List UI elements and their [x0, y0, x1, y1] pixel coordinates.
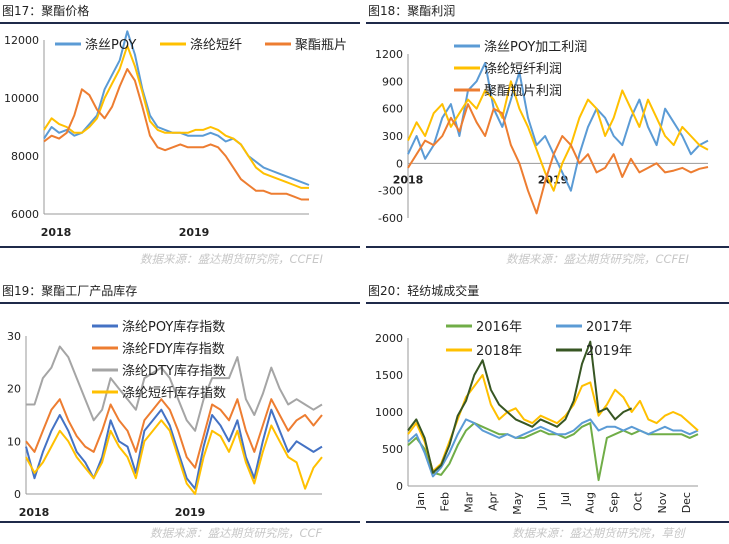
panel-factory-inventory: 图19：聚酯工厂产品库存 0 10 20 30 2018 2019 涤纶POY库存指数 涤纶F… [0, 280, 360, 544]
x-tick-label: Dec [680, 492, 693, 513]
series-line-3 [407, 340, 633, 474]
x-tick-label: 2018 [393, 173, 424, 186]
y-tick-label: -600 [378, 212, 403, 225]
y-tick-label: 10000 [4, 92, 39, 105]
legend-label: 涤纶DTY库存指数 [122, 363, 226, 379]
y-tick-label: 20 [7, 383, 21, 396]
y-tick-label: 600 [382, 103, 403, 116]
x-tick-label: Oct [632, 491, 645, 511]
x-tick-label: Feb [438, 492, 451, 511]
panel-title: 图20：轻纺城成交量 [368, 284, 480, 298]
x-tick-label: Jun [535, 492, 548, 510]
legend-label: 涤丝POY [85, 38, 136, 53]
series-line-1 [407, 418, 699, 478]
bottom-rule [0, 521, 360, 523]
title-rule [0, 302, 360, 304]
bottom-rule [0, 246, 360, 248]
panel-textile-volume: 图20：轻纺城成交量 0 500 1000 1500 2000 Jan Feb Mar Apr M… [366, 280, 729, 544]
legend-label: 聚酯瓶片 [295, 38, 347, 53]
x-tick-label: 2018 [41, 226, 72, 239]
x-tick-label: Jan [414, 492, 427, 510]
y-tick-label: 8000 [11, 150, 39, 163]
series-line-0 [25, 408, 323, 490]
panel-polyester-profit: 图18：聚酯利润 -600 -300 0 300 600 900 1200 2018 2019 涤… [366, 0, 729, 272]
legend-label: 涤纶短纤利润 [484, 62, 562, 77]
series-line-3 [25, 419, 323, 495]
series-line-1 [43, 44, 309, 189]
data-source: 数据来源：盛达期货研究院，草创 [512, 526, 685, 540]
inventory-chart: 0 10 20 30 2018 2019 涤纶POY库存指数涤纶FDY库存指数涤纶DTY库存… [7, 319, 323, 519]
bottom-rule [366, 246, 729, 248]
y-tick-label: 500 [382, 443, 403, 456]
y-tick-label: 0 [396, 157, 403, 170]
series-line-1 [407, 80, 709, 192]
x-tick-label: Mar [462, 492, 475, 513]
data-source: 数据来源：盛达期货研究院，CCF [150, 526, 323, 540]
series-line-2 [26, 345, 323, 432]
legend-label: 涤丝POY加工利润 [484, 40, 587, 55]
legend-label: 2016年 [476, 320, 522, 335]
data-source: 数据来源：盛达期货研究院，CCFEI [140, 252, 323, 266]
legend-label: 2019年 [586, 344, 632, 359]
legend-label: 2017年 [586, 320, 632, 335]
panel-title: 图17：聚酯价格 [2, 4, 90, 18]
y-tick-label: 1500 [375, 369, 403, 382]
x-tick-label: Aug [583, 492, 596, 513]
series-line-1 [25, 398, 323, 469]
y-tick-label: 300 [382, 130, 403, 143]
legend-label: 涤纶FDY库存指数 [122, 341, 225, 357]
y-tick-label: 1000 [375, 406, 403, 419]
legend-label: 2018年 [476, 344, 522, 359]
x-tick-label: 2019 [175, 506, 206, 519]
y-tick-label: 900 [382, 75, 403, 88]
y-tick-label: 30 [7, 330, 21, 343]
x-tick-label: Sep [607, 492, 620, 513]
data-source: 数据来源：盛达期货研究院，CCFEI [506, 252, 689, 266]
price-chart: 6000 8000 10000 12000 2018 2019 涤丝POY 涤纶短纤 聚酯瓶片 [4, 30, 347, 239]
series-line-2 [407, 103, 709, 215]
series-line-0 [43, 30, 310, 186]
x-tick-label: Nov [656, 492, 669, 514]
x-tick-label: 2018 [19, 506, 50, 519]
volume-chart: 0 500 1000 1500 2000 Jan Feb Mar Apr May Jun Jul Aug… [375, 320, 699, 515]
y-tick-label: -300 [378, 185, 403, 198]
title-rule [366, 22, 729, 24]
legend-label: 聚酯瓶片利润 [484, 84, 562, 99]
x-tick-label: May [511, 492, 524, 515]
y-tick-label: 12000 [4, 34, 39, 47]
y-tick-label: 2000 [375, 332, 403, 345]
bottom-rule [366, 521, 729, 523]
y-tick-label: 0 [14, 488, 21, 501]
title-rule [366, 302, 729, 304]
legend-label: 涤纶POY库存指数 [122, 319, 225, 335]
panel-polyester-price: 图17：聚酯价格 6000 8000 10000 12000 2018 2019 涤丝POY… [0, 0, 360, 272]
series-line-2 [43, 68, 309, 201]
legend-label: 涤纶短纤库存指数 [122, 385, 226, 401]
x-tick-label: 2019 [179, 226, 210, 239]
y-tick-label: 6000 [11, 208, 39, 221]
y-tick-label: 10 [7, 435, 21, 448]
title-rule [0, 22, 360, 24]
x-tick-label: Jul [559, 492, 572, 506]
panel-title: 图18：聚酯利润 [368, 4, 456, 18]
x-tick-label: Apr [487, 492, 500, 512]
panel-title: 图19：聚酯工厂产品库存 [2, 284, 138, 298]
y-tick-label: 1200 [375, 48, 403, 61]
y-tick-label: 0 [396, 480, 403, 493]
legend-label: 涤纶短纤 [190, 38, 242, 53]
